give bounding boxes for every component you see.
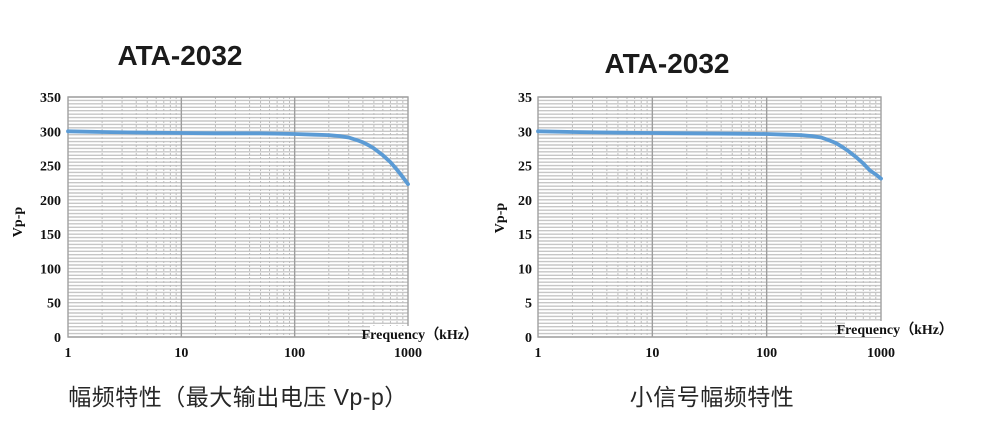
- x-axis-label-backdrop: [845, 321, 955, 337]
- y-tick-label: 0: [54, 331, 61, 346]
- horizontal-gridlines: [538, 96, 881, 338]
- x-axis-tick-labels: 1 10 100 1000: [65, 346, 423, 361]
- vertical-major-gridlines: [180, 97, 296, 337]
- y-axis-label: Vp-p: [11, 207, 26, 238]
- vertical-minor-gridlines: [571, 97, 877, 337]
- chart-plot-left: 0 50 100 150 200 250 300 350 1 10 100 1000 Frequency…: [11, 91, 480, 361]
- x-axis-tick-labels: 1 10 100 1000: [535, 346, 896, 361]
- x-axis-label-backdrop: [370, 326, 480, 342]
- x-axis-label: Frequency（kHz）: [362, 327, 478, 343]
- x-tick-label: 1000: [867, 346, 895, 361]
- y-tick-label: 5: [525, 297, 532, 312]
- y-tick-label: 300: [40, 125, 61, 140]
- y-tick-label: 200: [40, 194, 61, 209]
- y-tick-label: 250: [40, 160, 61, 175]
- y-tick-label: 350: [40, 91, 61, 106]
- x-tick-label: 1000: [394, 346, 422, 361]
- chart-left-title: ATA-2032: [117, 40, 243, 71]
- response-curve: [66, 129, 410, 187]
- x-tick-label: 100: [284, 346, 305, 361]
- chart-plot-right: 0 5 10 15 20 25 30 35 1 10 100 1000 Frequency（kHz） Vp…: [493, 91, 955, 361]
- plot-border: [67, 96, 409, 338]
- y-tick-label: 25: [518, 160, 532, 175]
- y-tick-label: 15: [518, 228, 532, 243]
- x-tick-label: 1: [535, 346, 542, 361]
- x-tick-label: 1: [65, 346, 72, 361]
- y-tick-label: 10: [518, 262, 532, 277]
- chart-left-caption: 幅频特性（最大输出电压 Vp-p）: [68, 384, 408, 410]
- y-tick-label: 20: [518, 194, 532, 209]
- chart-right-title: ATA-2032: [604, 48, 730, 79]
- y-tick-label: 50: [47, 297, 61, 312]
- y-tick-label: 0: [525, 331, 532, 346]
- y-axis-tick-labels: 0 50 100 150 200 250 300 350: [40, 91, 61, 346]
- y-tick-label: 150: [40, 228, 61, 243]
- vertical-minor-gridlines: [101, 97, 404, 337]
- x-tick-label: 100: [756, 346, 777, 361]
- x-axis-label: Frequency（kHz）: [837, 322, 953, 338]
- y-axis-label: Vp-p: [493, 203, 508, 234]
- y-tick-label: 100: [40, 262, 61, 277]
- y-tick-label: 35: [518, 91, 532, 106]
- response-curve: [536, 129, 883, 181]
- x-tick-label: 10: [645, 346, 659, 361]
- chart-right-caption: 小信号幅频特性: [629, 384, 795, 410]
- y-tick-label: 30: [518, 125, 532, 140]
- vertical-major-gridlines: [651, 97, 768, 337]
- x-tick-label: 10: [174, 346, 188, 361]
- y-axis-tick-labels: 0 5 10 15 20 25 30 35: [518, 91, 532, 346]
- plot-border: [537, 96, 882, 338]
